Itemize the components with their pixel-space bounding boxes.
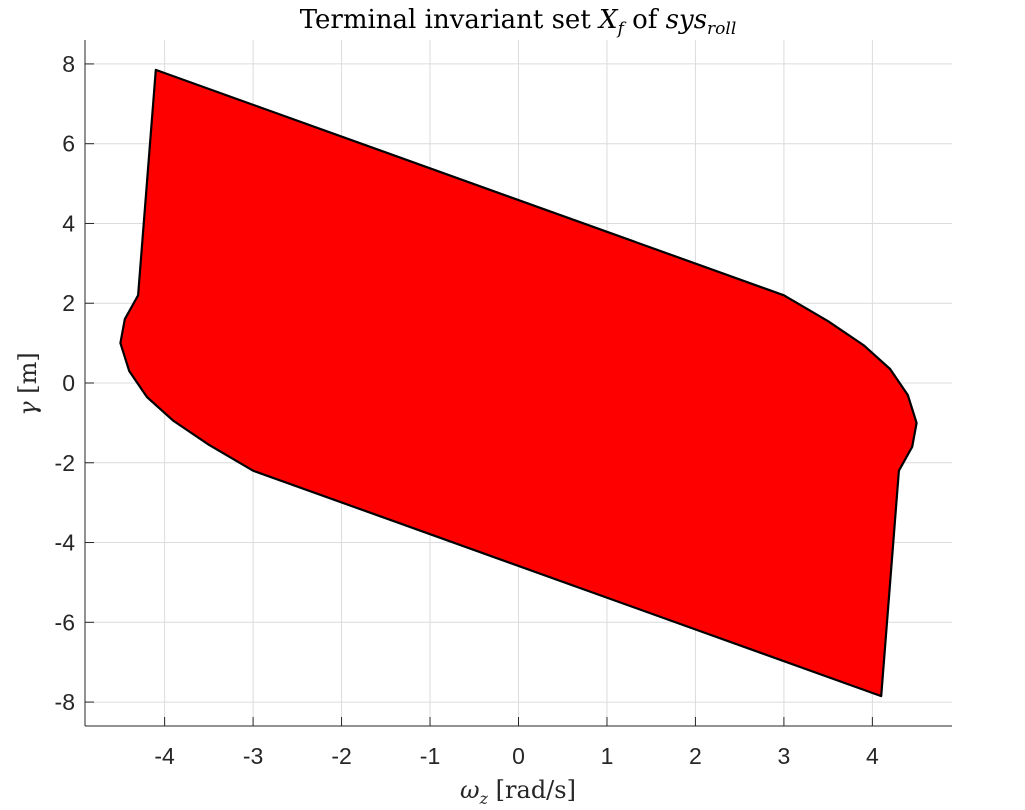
title-system: sys — [666, 5, 707, 35]
y-axis-unit: [m] — [14, 352, 42, 401]
y-tick-label: 0 — [62, 370, 75, 396]
y-tick-label: -8 — [55, 689, 75, 715]
chart-title: Terminal invariant set Xf of sysroll — [300, 5, 737, 39]
y-tick-label: 6 — [62, 131, 75, 157]
x-axis-symbol-subscript: z — [479, 789, 489, 808]
y-tick-label: -6 — [55, 609, 75, 635]
x-tick-label: -3 — [243, 743, 263, 769]
axes — [84, 40, 952, 727]
title-prefix: Terminal invariant set — [300, 5, 599, 35]
y-axis-symbol: γ — [14, 401, 42, 416]
tick-labels: -4 -3 -2 -1 0 1 2 3 4 -8 -6 -4 -2 0 2 4 6 8 — [55, 51, 879, 769]
y-tick-label: 2 — [62, 290, 75, 316]
title-symbol: X — [597, 5, 619, 35]
x-axis-symbol: ω — [460, 776, 480, 804]
x-tick-label: 4 — [866, 743, 879, 769]
title-system-subscript: roll — [707, 19, 736, 39]
x-tick-label: 2 — [689, 743, 702, 769]
x-tick-label: -1 — [420, 743, 440, 769]
x-tick-label: -2 — [331, 743, 351, 769]
title-symbol-subscript: f — [616, 19, 627, 39]
y-tick-label: 8 — [62, 51, 75, 77]
invariant-set-region — [119, 68, 918, 698]
x-tick-label: 3 — [778, 743, 791, 769]
x-axis-label: ωz [rad/s] — [460, 776, 576, 808]
y-axis-label: γ [m] — [14, 352, 42, 415]
x-tick-label: 1 — [601, 743, 614, 769]
x-tick-label: 0 — [512, 743, 525, 769]
x-tick-label: -4 — [154, 743, 175, 769]
y-tick-label: 4 — [62, 210, 75, 236]
x-axis-unit: [rad/s] — [488, 776, 576, 804]
y-tick-label: -4 — [55, 530, 76, 556]
title-middle: of — [624, 5, 666, 35]
y-tick-label: -2 — [55, 450, 75, 476]
series-layer — [119, 68, 918, 698]
